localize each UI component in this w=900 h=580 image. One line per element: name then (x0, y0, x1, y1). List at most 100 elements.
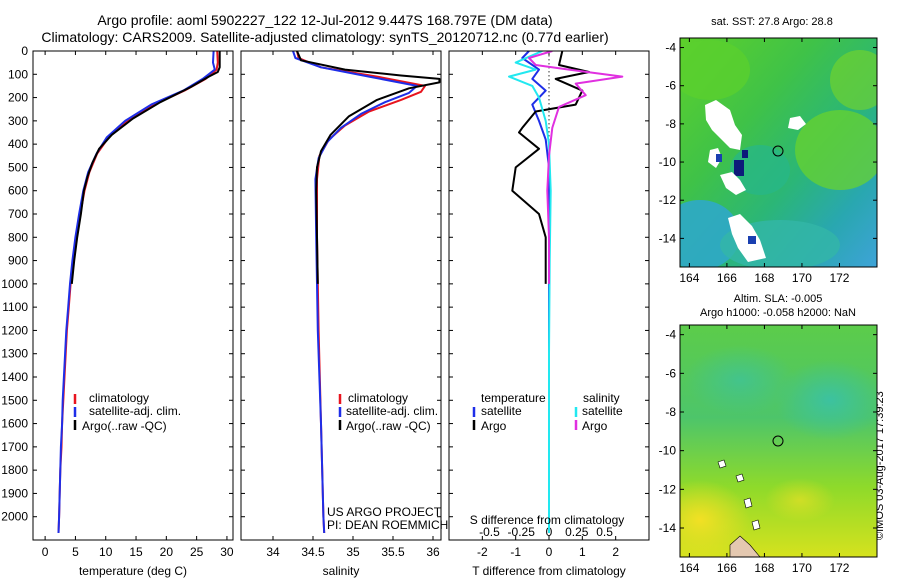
legend-title-temperature: temperature (481, 391, 546, 405)
y-tick-label: 1900 (1, 486, 28, 500)
y-tick-label: 1400 (1, 370, 28, 384)
map-x-tick-label: 166 (717, 561, 737, 575)
y-tick-label: 900 (8, 254, 28, 268)
island-outline (743, 497, 753, 509)
map-y-tick-label: -8 (665, 117, 676, 131)
temperature-lines (57, 51, 221, 534)
map-y-tick-label: -14 (659, 231, 677, 245)
y-tick-label: 2000 (1, 510, 28, 524)
x-tick-label: 36 (426, 545, 440, 559)
y-tick-label: 1100 (2, 300, 28, 314)
sst-field (680, 38, 877, 267)
island-outline (751, 519, 761, 531)
sla-field (680, 325, 877, 557)
difference-axes-box (448, 50, 650, 541)
title-line-2: Climatology: CARS2009. Satellite-adjuste… (41, 29, 609, 45)
salinity-axis-ticks: 34 34.5 35 35.5 36 (241, 50, 441, 559)
x-tick-label: -1 (510, 545, 521, 559)
sla-map: Altim. SLA: -0.005 Argo h1000: -0.058 h2… (659, 293, 878, 575)
pi-label: PI: DEAN ROEMMICH (327, 518, 448, 532)
salinity-legend: climatology satellite-adj. clim. Argo(..… (338, 391, 438, 433)
series-line-argo-raw-qc- (70, 51, 221, 285)
salinity-lines (292, 51, 441, 534)
sla-patch (775, 360, 877, 440)
map-x-tick-label: 170 (792, 561, 812, 575)
y-tick-label: 1200 (1, 323, 28, 337)
map-x-tick-label: 164 (679, 271, 699, 285)
y-tick-label: 0 (21, 44, 28, 58)
map-y-tick-label: -6 (665, 366, 676, 380)
s-tick-label: -0.5 (479, 525, 500, 539)
cold-pixel (734, 160, 744, 176)
temperature-legend: climatology satellite-adj. clim. Argo(..… (73, 391, 181, 433)
series-line-satellite-adj-clim- (292, 51, 418, 534)
sla-map-subtitle: Argo h1000: -0.058 h2000: NaN (700, 307, 856, 319)
x-tick-label: -2 (477, 545, 488, 559)
x-tick-label: 35 (346, 545, 360, 559)
cold-pixel (748, 236, 756, 244)
sla-patch (680, 480, 750, 557)
sla-patch (765, 478, 835, 522)
map-y-tick-label: -12 (659, 193, 677, 207)
legend-label-argo: Argo(..raw -QC) (82, 419, 167, 433)
difference-legend: temperature satellite Argo salinity sate… (472, 391, 623, 433)
cloud-mask-patch (788, 116, 806, 130)
sst-map-title: sat. SST: 27.8 Argo: 28.8 (711, 16, 833, 28)
legend-label-satellite: satellite-adj. clim. (346, 404, 438, 418)
sla-patch (685, 345, 795, 415)
y-tick-label: 1000 (1, 277, 28, 291)
map-y-tick-label: -10 (659, 444, 677, 458)
sst-map-ticks: 164 166 168 170 172 -4 -6 -8 -10 -12 -14 (659, 38, 877, 285)
island-outline (729, 535, 761, 557)
difference-panel: -2 -1 0 1 2-0.5 -0.25 0 0.25 0.5 T difference fr… (448, 50, 650, 578)
island-outline (717, 459, 727, 469)
map-y-tick-label: -6 (665, 79, 676, 93)
s-tick-label: 0.25 (565, 525, 589, 539)
legend-label-t-argo: Argo (481, 419, 507, 433)
figure-title: Argo profile: aoml 5902227_122 12-Jul-20… (0, 12, 650, 46)
sst-patch (830, 50, 877, 110)
map-y-tick-label: -4 (665, 328, 676, 342)
y-tick-label: 1300 (1, 347, 28, 361)
legend-label-s-satellite: satellite (582, 404, 623, 418)
temperature-panel: 0100200300400500600700800900100011001200… (1, 44, 234, 578)
y-tick-label: 1700 (1, 440, 28, 454)
map-x-tick-label: 166 (717, 271, 737, 285)
cloud-mask-patch (705, 100, 742, 150)
cloud-mask-patch (708, 148, 722, 168)
x-tick-label: 34.5 (301, 545, 325, 559)
x-tick-label: 1 (579, 545, 586, 559)
series-line-climatology (57, 51, 219, 534)
difference-axis-ticks: -2 -1 0 1 2-0.5 -0.25 0 0.25 0.5 (449, 50, 649, 559)
legend-label-climatology: climatology (89, 391, 149, 405)
series-line-satellite-adj-clim- (57, 51, 216, 534)
legend-label-s-argo: Argo (582, 419, 608, 433)
sla-map-title: Altim. SLA: -0.005 (734, 293, 823, 305)
map-x-tick-label: 164 (679, 561, 699, 575)
y-tick-label: 800 (8, 230, 28, 244)
cloud-mask-patch (720, 172, 746, 195)
legend-label-satellite: satellite-adj. clim. (89, 404, 181, 418)
map-x-tick-label: 172 (829, 271, 849, 285)
map-y-tick-label: -14 (659, 521, 677, 535)
sst-patch (795, 110, 877, 190)
legend-title-salinity: salinity (583, 391, 620, 405)
salinity-axes-box (240, 50, 442, 541)
s-difference-xlabel: S difference from climatology (470, 513, 625, 527)
x-tick-label: 20 (160, 545, 174, 559)
map-y-tick-label: -12 (659, 482, 677, 496)
salinity-panel: 34 34.5 35 35.5 36 salinity climatology sate… (240, 50, 448, 578)
island-outline (735, 473, 745, 483)
temperature-xlabel: temperature (deg C) (79, 564, 187, 578)
argo-float-marker (772, 435, 784, 447)
sst-map-frame (679, 37, 878, 268)
x-tick-label: 25 (190, 545, 204, 559)
series-line-s-argo (528, 51, 624, 284)
map-x-tick-label: 168 (754, 561, 774, 575)
sst-map: sat. SST: 27.8 Argo: 28.8 164 166 168 170 17… (659, 16, 878, 285)
map-y-tick-label: -4 (665, 41, 676, 55)
difference-lines (508, 51, 624, 533)
cold-pixel (716, 154, 722, 162)
cold-pixel (742, 150, 748, 158)
